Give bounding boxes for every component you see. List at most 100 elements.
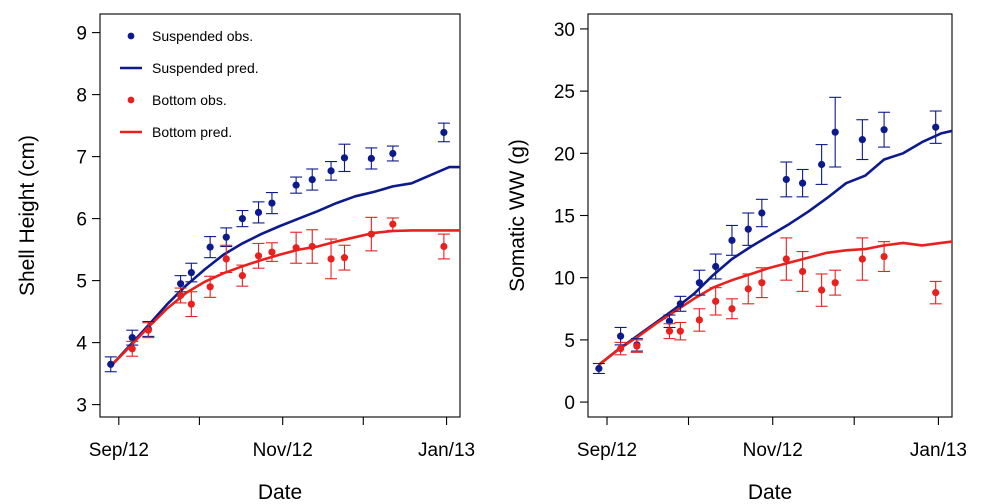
y-tick-label: 20 (554, 144, 575, 165)
bottom-obs-point (340, 254, 349, 262)
x-axis-label: Date (748, 481, 792, 504)
legend-point-marker (127, 32, 135, 40)
bottom-obs-point (798, 267, 807, 276)
somatic-ww-panel: 0 5 10 15 20 25 30 Sep/12 Nov/12 Jan/13 Date Somati… (506, 13, 967, 504)
suspended-obs-point (858, 136, 866, 144)
suspended-obs-point (107, 360, 115, 368)
bottom-obs-point (676, 327, 684, 335)
y-axis-label: Shell Height (cm) (16, 135, 39, 296)
bottom-obs-point (782, 255, 790, 263)
suspended-obs-point (176, 280, 185, 288)
y-tick-label: 10 (554, 269, 575, 290)
y-tick-label: 4 (76, 334, 87, 355)
suspended-obs-point (880, 126, 888, 134)
bottom-obs-point (633, 342, 641, 350)
bottom-obs-point (880, 252, 888, 261)
bottom-pred-line (109, 229, 460, 368)
suspended-obs-point (798, 179, 807, 187)
bottom-obs-point (268, 248, 276, 256)
x-tick-label: Nov/12 (253, 440, 313, 461)
bottom-obs-point (292, 244, 300, 252)
bottom-obs-point (712, 297, 720, 305)
suspended-obs-point (238, 215, 246, 223)
y-tick-label: 8 (76, 86, 87, 107)
suspended-obs-point (782, 175, 790, 184)
suspended-obs-point (292, 181, 300, 189)
y-tick-label: 30 (554, 20, 575, 41)
suspended-obs-point (268, 199, 276, 207)
suspended-obs-point (831, 128, 839, 136)
suspended-obs-point (206, 243, 214, 251)
suspended-obs-point (744, 225, 752, 233)
plot-frame (99, 13, 461, 418)
suspended-obs-point (695, 279, 703, 287)
suspended-obs-point (308, 175, 316, 184)
suspended-obs-point (665, 317, 674, 325)
suspended-obs-point (187, 268, 195, 277)
suspended-obs-point (340, 154, 349, 162)
x-axis-label: Date (258, 481, 302, 504)
suspended-obs-point (128, 334, 136, 342)
bottom-obs-point (389, 220, 397, 228)
legend-label: Suspended obs. (152, 28, 253, 44)
bottom-obs-point (831, 279, 839, 287)
x-tick-label: Sep/12 (89, 440, 149, 461)
suspended-pred-line (109, 165, 460, 368)
bottom-obs-point (665, 327, 674, 335)
bottom-obs-point (206, 283, 214, 291)
bottom-obs-point (758, 279, 766, 287)
suspended-obs-point (728, 236, 736, 244)
y-tick-label: 5 (564, 331, 575, 352)
legend-label: Bottom pred. (152, 124, 232, 140)
bottom-obs-point (695, 316, 703, 324)
suspended-obs-point (254, 208, 263, 216)
bottom-obs-point (187, 300, 195, 308)
suspended-obs-point (932, 123, 940, 131)
bottom-obs-point (818, 286, 826, 294)
y-tick-label: 7 (76, 148, 87, 169)
bottom-obs-point (128, 345, 136, 353)
bottom-obs-point (367, 230, 375, 238)
suspended-obs-point (595, 364, 603, 373)
bottom-obs-point (616, 344, 625, 353)
x-tick-label: Jan/13 (910, 440, 967, 461)
y-tick-label: 15 (554, 207, 575, 228)
suspended-obs-point (327, 167, 335, 175)
suspended-obs-point (367, 154, 375, 163)
suspended-obs-point (616, 332, 625, 340)
bottom-obs-point (308, 242, 316, 251)
y-axis-label: Somatic WW (g) (506, 139, 529, 292)
suspended-obs-point (222, 233, 230, 241)
y-tick-label: 0 (564, 393, 575, 414)
bottom-obs-point (932, 289, 940, 297)
y-tick-label: 3 (76, 396, 87, 417)
legend-point-marker (127, 96, 135, 104)
suspended-obs-point (389, 149, 397, 158)
legend-label: Bottom obs. (152, 92, 227, 108)
bottom-obs-point (858, 255, 866, 263)
bottom-obs-point (744, 285, 752, 293)
bottom-pred-line (598, 240, 952, 366)
x-tick-label: Jan/13 (418, 440, 475, 461)
suspended-obs-point (818, 160, 826, 169)
bottom-obs-point (254, 252, 263, 260)
plot-frame (587, 13, 953, 418)
suspended-obs-point (758, 209, 766, 217)
x-tick-label: Sep/12 (577, 440, 637, 461)
bottom-obs-point (144, 326, 152, 334)
y-tick-label: 6 (76, 210, 87, 231)
bottom-obs-point (440, 242, 448, 251)
bottom-obs-point (238, 272, 246, 280)
shell-height-panel: 3 4 5 6 7 8 9 Sep/12 Nov/12 Jan/13 Date Shell Heigh… (16, 13, 475, 504)
legend-label: Suspended pred. (152, 60, 259, 76)
bottom-obs-point (222, 255, 230, 263)
suspended-obs-point (676, 300, 684, 308)
suspended-obs-point (712, 262, 720, 271)
suspended-pred-line (598, 129, 952, 366)
y-tick-label: 9 (76, 24, 87, 45)
y-tick-label: 5 (76, 272, 87, 293)
suspended-obs-point (440, 128, 448, 137)
bottom-obs-point (327, 255, 335, 263)
bottom-obs-point (176, 291, 185, 300)
